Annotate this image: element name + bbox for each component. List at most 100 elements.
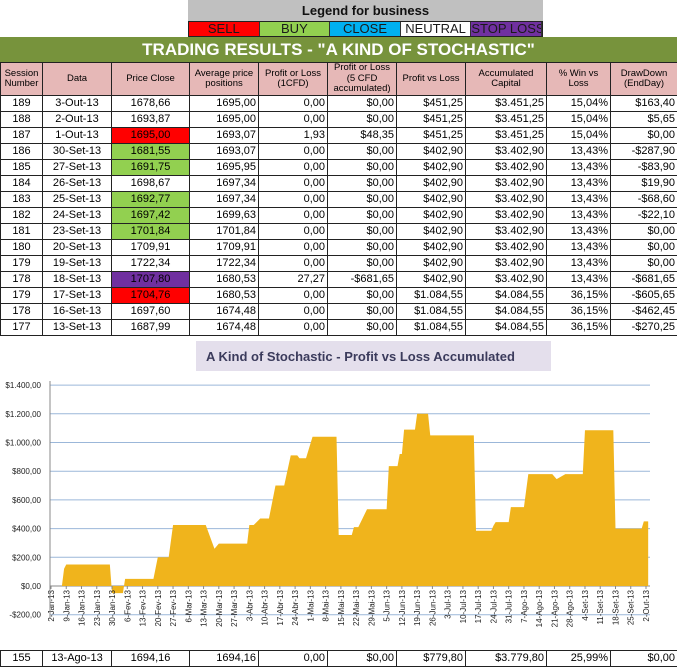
table-cell: 0,00 — [258, 303, 328, 320]
table-cell: 1693,87 — [111, 111, 190, 128]
table-cell: 178 — [0, 303, 43, 320]
table-cell: 13-Set-13 — [42, 319, 112, 336]
table-cell: 1709,91 — [189, 239, 259, 256]
table-cell: -$462,45 — [610, 303, 677, 320]
table-cell: $3.779,80 — [465, 650, 547, 667]
y-tick-label: $1.000,00 — [5, 439, 41, 448]
x-tick-label: 14-Ago-13 — [535, 589, 544, 627]
x-tick-label: 3-Jul-13 — [444, 589, 453, 618]
table-cell: 25-Set-13 — [42, 191, 112, 208]
table-cell: 184 — [0, 175, 43, 192]
table-cell: $3.402,90 — [465, 143, 547, 160]
table-cell: 13,43% — [546, 159, 611, 176]
x-tick-label: 6-Mar-13 — [184, 589, 193, 622]
table-row: 185 27-Set-13 1691,75 1695,95 0,00 $0,00 $402,… — [0, 159, 677, 176]
table-cell: $5,65 — [610, 111, 677, 128]
table-cell: $0,00 — [610, 650, 677, 667]
table-cell: $402,90 — [396, 207, 466, 224]
legend-item-buy: BUY — [259, 22, 331, 36]
table-cell: $0,00 — [327, 111, 397, 128]
x-tick-label: 12-Jun-13 — [398, 589, 407, 626]
table-cell: $402,90 — [396, 255, 466, 272]
table-cell: $402,90 — [396, 143, 466, 160]
table-cell: $0,00 — [327, 319, 397, 336]
table-cell: -$681,65 — [327, 271, 397, 288]
table-cell: 0,00 — [258, 239, 328, 256]
table-cell: $3.402,90 — [465, 191, 547, 208]
table-cell: 1699,63 — [189, 207, 259, 224]
x-tick-label: 5-Jun-13 — [383, 589, 392, 621]
table-cell: 1695,00 — [189, 95, 259, 112]
x-tick-label: 15-Mai-13 — [337, 589, 346, 626]
table-cell: 0,00 — [258, 191, 328, 208]
table-cell: $0,00 — [327, 191, 397, 208]
y-tick-label: $600,00 — [12, 496, 41, 505]
table-row: 178 16-Set-13 1697,60 1674,48 0,00 $0,00 $1.08… — [0, 303, 677, 320]
y-tick-label: $400,00 — [12, 525, 41, 534]
x-tick-label: 1-Mai-13 — [306, 589, 315, 621]
table-cell: 36,15% — [546, 319, 611, 336]
x-tick-label: 16-Jan-13 — [78, 589, 87, 626]
table-cell: 36,15% — [546, 303, 611, 320]
x-tick-label: 17-Abr-13 — [276, 589, 285, 625]
x-tick-label: 10-Jul-13 — [459, 589, 468, 623]
table-cell: 27-Set-13 — [42, 159, 112, 176]
results-table: Session Number Data Price Close Average pri… — [0, 62, 677, 336]
table-cell: 20-Set-13 — [42, 239, 112, 256]
x-tick-label: 9-Jan-13 — [62, 589, 71, 621]
table-cell: 13,43% — [546, 207, 611, 224]
y-tick-label: $1.400,00 — [5, 381, 41, 390]
page-title: TRADING RESULTS - "A KIND OF STOCHASTIC" — [0, 37, 677, 62]
table-cell: $402,90 — [396, 239, 466, 256]
table-cell: $402,90 — [396, 191, 466, 208]
x-tick-label: 21-Ago-13 — [550, 589, 559, 627]
x-tick-label: 8-Mai-13 — [322, 589, 331, 621]
table-cell: 0,00 — [258, 319, 328, 336]
legend: Legend for business SELL BUY CLOSE NEUTRAL S… — [188, 0, 543, 37]
table-cell: -$270,25 — [610, 319, 677, 336]
table-cell: 182 — [0, 207, 43, 224]
table-cell: 15,04% — [546, 127, 611, 144]
table-cell: $3.402,90 — [465, 223, 547, 240]
table-cell: $402,90 — [396, 271, 466, 288]
table-cell: 13,43% — [546, 223, 611, 240]
table-cell: $1.084,55 — [396, 287, 466, 304]
table-cell: 1704,76 — [111, 287, 190, 304]
x-tick-label: 19-Jun-13 — [413, 589, 422, 626]
table-cell: 27,27 — [258, 271, 328, 288]
table-cell: $0,00 — [610, 127, 677, 144]
x-tick-label: 24-Jul-13 — [489, 589, 498, 623]
y-tick-label: $800,00 — [12, 467, 41, 476]
chart-title: A Kind of Stochastic - Profit vs Loss Ac… — [206, 349, 515, 364]
table-cell: $402,90 — [396, 175, 466, 192]
table-cell: $48,35 — [327, 127, 397, 144]
table-cell: 23-Set-13 — [42, 223, 112, 240]
x-tick-label: 26-Jun-13 — [428, 589, 437, 626]
table-cell: $1.084,55 — [396, 303, 466, 320]
table-cell: 1709,91 — [111, 239, 190, 256]
results-table-bottom: 155 13-Ago-13 1694,16 1694,16 0,00 $0,00 $779,… — [0, 650, 677, 667]
table-cell: 1697,34 — [189, 191, 259, 208]
x-tick-label: 23-Jan-13 — [93, 589, 102, 626]
table-cell: 189 — [0, 95, 43, 112]
table-row: 182 24-Set-13 1697,42 1699,63 0,00 $0,00 $402,… — [0, 207, 677, 224]
table-cell: $3.402,90 — [465, 239, 547, 256]
table-cell: 186 — [0, 143, 43, 160]
table-cell: $3.451,25 — [465, 127, 547, 144]
table-cell: $779,80 — [396, 650, 466, 667]
table-cell: 1701,84 — [111, 223, 190, 240]
table-cell: 1,93 — [258, 127, 328, 144]
table-cell: $4.084,55 — [465, 319, 547, 336]
table-cell: 1697,34 — [189, 175, 259, 192]
table-cell: 0,00 — [258, 650, 328, 667]
table-row: 188 2-Out-13 1693,87 1695,00 0,00 $0,00 $451,2… — [0, 111, 677, 128]
table-cell: 1674,48 — [189, 303, 259, 320]
table-cell: 1691,75 — [111, 159, 190, 176]
table-row: 189 3-Out-13 1678,66 1695,00 0,00 $0,00 $451,2… — [0, 95, 677, 112]
table-cell: 183 — [0, 191, 43, 208]
table-row: 178 18-Set-13 1707,80 1680,53 27,27 -$681,65 $… — [0, 271, 677, 288]
table-cell: 1695,00 — [111, 127, 190, 144]
table-cell: 1687,99 — [111, 319, 190, 336]
x-tick-label: 27-Fev-13 — [169, 589, 178, 626]
table-cell: $0,00 — [327, 159, 397, 176]
